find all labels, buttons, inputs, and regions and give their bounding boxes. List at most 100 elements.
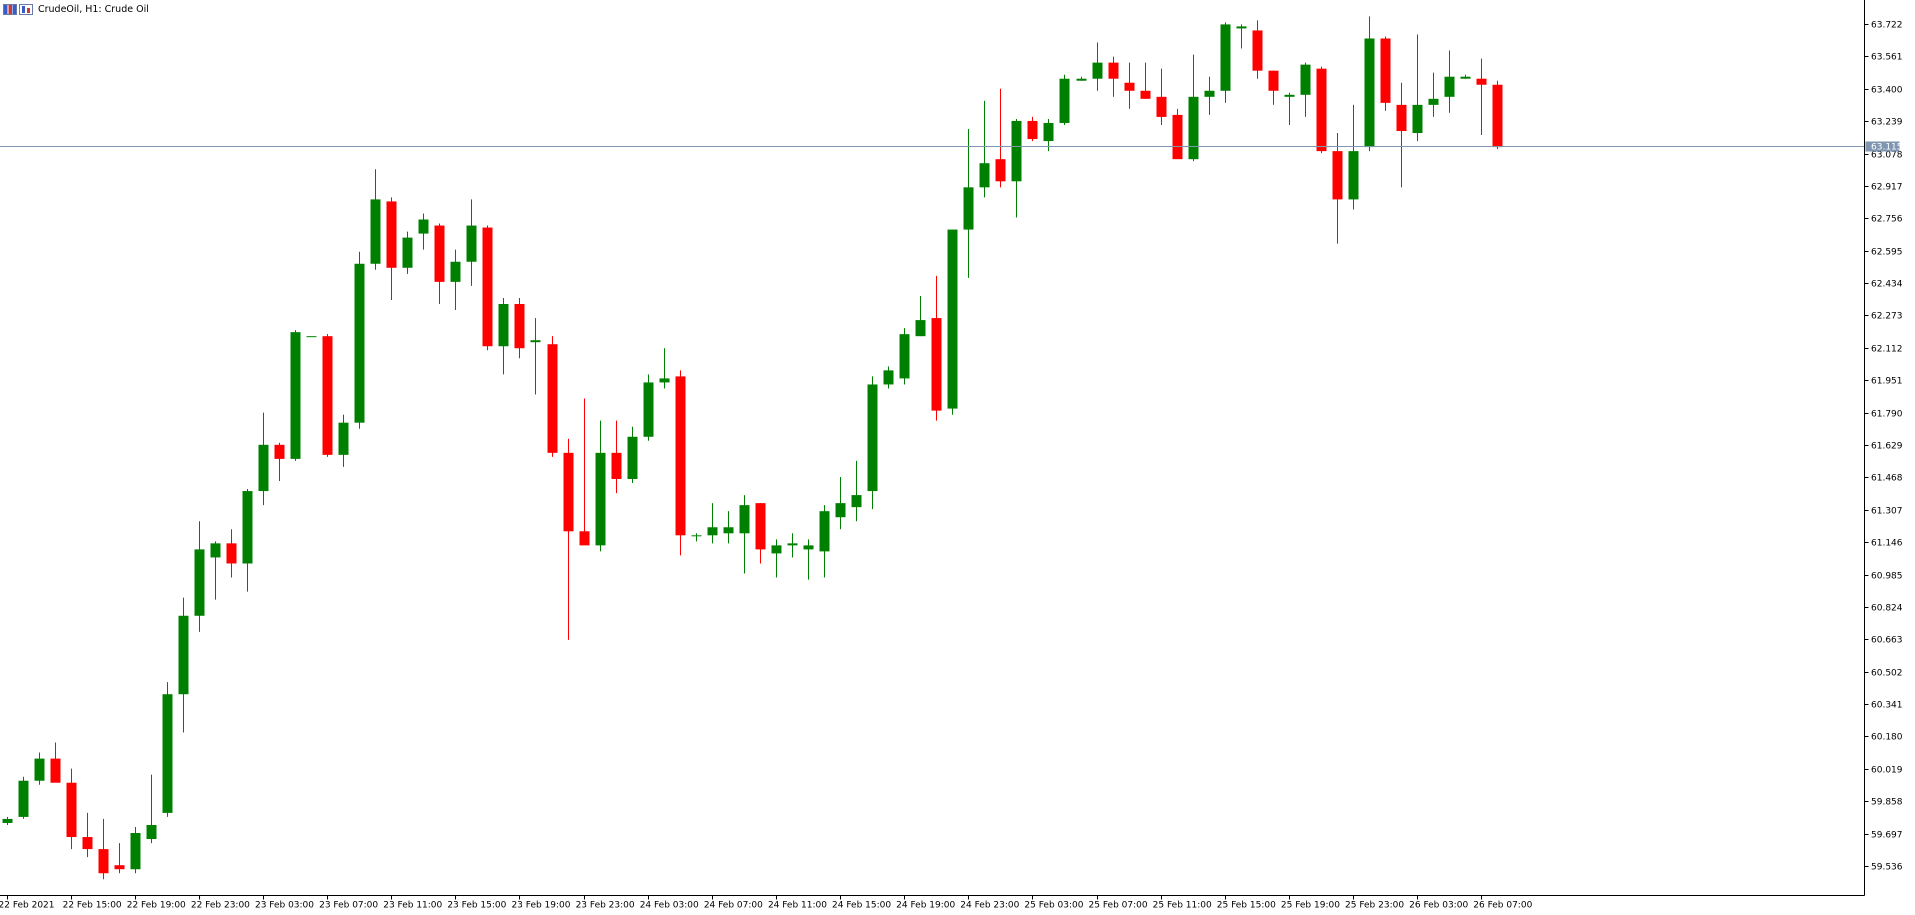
price-tick-label: 60.985 <box>1871 572 1903 582</box>
candle-body <box>787 543 798 546</box>
price-tick-label: 62.434 <box>1871 280 1903 290</box>
time-tick-label: 24 Feb 03:00 <box>640 901 699 911</box>
candle <box>98 818 109 880</box>
candle-body <box>1444 76 1455 97</box>
price-tick-label: 60.341 <box>1871 701 1903 711</box>
candle-body <box>803 545 814 550</box>
candle <box>915 295 926 337</box>
candle-body <box>290 332 301 459</box>
candle-body <box>995 159 1006 182</box>
price-tick-label: 61.468 <box>1871 474 1903 484</box>
candle <box>1492 80 1503 150</box>
candle-body <box>611 452 622 479</box>
candle-body <box>274 444 285 459</box>
price-tick-label: 61.629 <box>1871 442 1903 452</box>
candle-body <box>1220 24 1231 91</box>
candle-body <box>1236 26 1247 29</box>
candle <box>1460 74 1471 79</box>
candle-body <box>1364 38 1375 148</box>
candle-body <box>915 320 926 337</box>
candle-body <box>146 824 157 840</box>
candle <box>835 476 846 530</box>
candle <box>819 505 830 578</box>
time-tick-label: 23 Feb 07:00 <box>319 901 378 911</box>
indicator-icon[interactable] <box>19 3 33 15</box>
price-tick-label: 60.502 <box>1871 669 1903 679</box>
candle-body <box>466 225 477 262</box>
candle <box>322 334 333 457</box>
time-tick-label: 23 Feb 23:00 <box>576 901 635 911</box>
time-tick-label: 24 Feb 15:00 <box>832 901 891 911</box>
candle-body <box>1011 120 1022 182</box>
candle-body <box>1412 104 1423 134</box>
candle-body <box>98 849 109 874</box>
candle <box>1140 62 1151 99</box>
candle-body <box>1124 82 1135 91</box>
candle-body <box>498 303 509 347</box>
candle-body <box>547 344 558 453</box>
candle <box>162 682 173 817</box>
candle <box>803 539 814 580</box>
chart-type-icon[interactable] <box>3 3 17 15</box>
price-tick-label: 59.858 <box>1871 798 1903 808</box>
candle-body <box>82 837 93 850</box>
candle <box>1204 76 1215 115</box>
candle <box>1284 92 1295 125</box>
candle <box>242 489 253 592</box>
price-tick-label: 63.561 <box>1871 53 1903 63</box>
candle-body <box>1348 151 1359 200</box>
candle-body <box>1332 151 1343 200</box>
time-tick-label: 25 Feb 23:00 <box>1345 901 1404 911</box>
candle <box>354 251 365 429</box>
price-tick-label: 62.595 <box>1871 248 1903 258</box>
symbol-title: CrudeOil, H1: Crude Oil <box>38 3 149 15</box>
candle-body <box>659 378 670 383</box>
candle-body <box>1076 78 1087 81</box>
candle-body <box>835 503 846 518</box>
candle-body <box>1188 96 1199 160</box>
candle <box>1444 50 1455 113</box>
candle-body <box>579 531 590 546</box>
time-tick-label: 23 Feb 11:00 <box>383 901 442 911</box>
candle-body <box>1059 78 1070 123</box>
candle <box>18 776 29 819</box>
candle-body <box>1380 38 1391 103</box>
candle <box>771 539 782 578</box>
candle-body <box>899 334 910 379</box>
candle-body <box>931 318 942 411</box>
candle <box>1220 22 1231 103</box>
price-tick-label: 59.697 <box>1871 831 1903 841</box>
candle <box>1252 20 1263 79</box>
candle <box>418 213 429 250</box>
time-tick-label: 24 Feb 11:00 <box>768 901 827 911</box>
candle-body <box>34 758 45 781</box>
candle <box>514 297 525 359</box>
price-tick-label: 61.307 <box>1871 507 1903 517</box>
candle <box>1268 70 1279 105</box>
candle <box>1188 54 1199 162</box>
time-tick-label: 25 Feb 07:00 <box>1089 901 1148 911</box>
candle <box>450 249 461 311</box>
price-axis: 63.722 63.561 63.400 63.239 63.078 62.917 62.7… <box>1864 21 1903 873</box>
candle <box>867 376 878 510</box>
candle-body <box>771 545 782 554</box>
candle <box>1364 16 1375 152</box>
candle-body <box>18 780 29 817</box>
candle-body <box>627 436 638 479</box>
candle <box>1092 42 1103 91</box>
time-tick-label: 26 Feb 03:00 <box>1409 901 1468 911</box>
candle-body <box>691 535 702 537</box>
candle <box>210 541 221 600</box>
candle <box>947 229 958 415</box>
candle <box>707 503 718 544</box>
candle <box>675 370 686 556</box>
candle-body <box>595 452 606 546</box>
candle-body <box>114 865 125 870</box>
candle-body <box>675 376 686 536</box>
candle <box>1043 118 1054 152</box>
time-tick-label: 25 Feb 15:00 <box>1217 901 1276 911</box>
candle <box>50 742 61 783</box>
candle-body <box>1476 78 1487 85</box>
candle-body <box>819 511 830 552</box>
